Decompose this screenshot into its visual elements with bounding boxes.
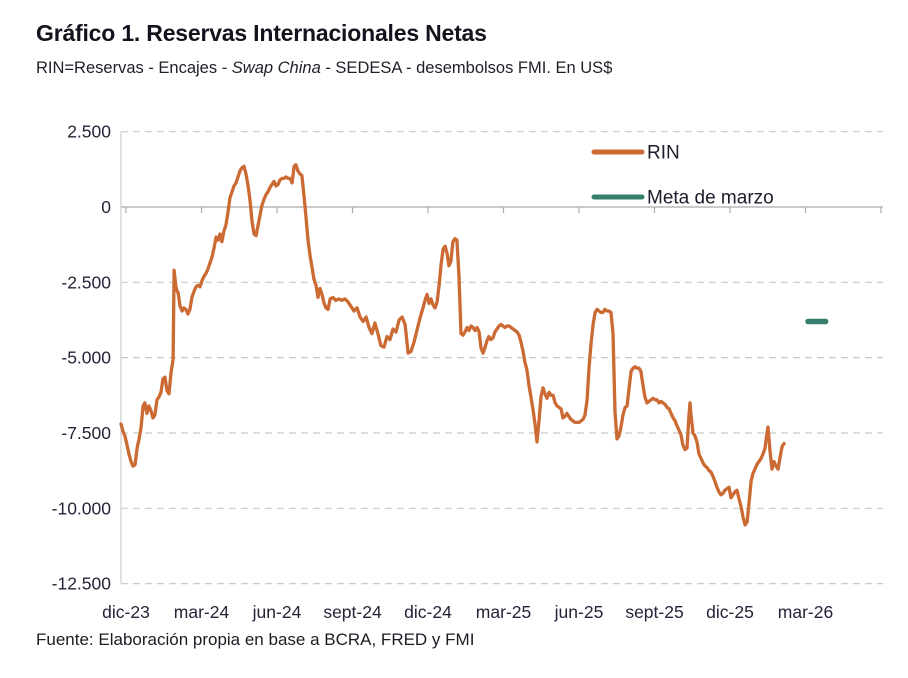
y-axis-label: -2.500 bbox=[61, 272, 111, 292]
subtitle-text-2: - SEDESA - desembolsos FMI. En US$ bbox=[320, 59, 613, 77]
subtitle-text-1: RIN=Reservas - Encajes - bbox=[36, 59, 232, 77]
y-axis-label: -5.000 bbox=[61, 348, 111, 368]
x-axis-label: jun-25 bbox=[554, 602, 604, 622]
chart-title: Gráfico 1. Reservas Internacionales Neta… bbox=[36, 20, 487, 46]
x-axis-label: dic-24 bbox=[404, 602, 452, 622]
rin-series-line bbox=[119, 163, 786, 527]
y-axis-label: 0 bbox=[101, 197, 111, 217]
x-axis-label: mar-25 bbox=[476, 602, 531, 622]
chart-subtitle: RIN=Reservas - Encajes - Swap China - SE… bbox=[36, 59, 612, 78]
source-note: Fuente: Elaboración propia en base a BCR… bbox=[36, 630, 475, 649]
y-axis-label: -7.500 bbox=[61, 423, 111, 443]
x-axis-label: dic-23 bbox=[102, 602, 150, 622]
y-axis-label: -10.000 bbox=[52, 498, 112, 518]
x-axis-label: mar-24 bbox=[174, 602, 230, 622]
x-axis-label: mar-26 bbox=[778, 602, 833, 622]
legend-rin-label: RIN bbox=[647, 143, 680, 164]
x-axis-label: sept-25 bbox=[625, 602, 683, 622]
x-axis-label: sept-24 bbox=[323, 602, 382, 622]
subtitle-italic-text: Swap China bbox=[231, 59, 321, 77]
x-axis-label: jun-24 bbox=[252, 602, 302, 622]
y-axis-label: 2.500 bbox=[67, 122, 111, 142]
legend-meta-label: Meta de marzo bbox=[647, 188, 774, 209]
y-axis-label: -12.500 bbox=[52, 574, 112, 594]
x-axis-label: dic-25 bbox=[706, 602, 754, 622]
